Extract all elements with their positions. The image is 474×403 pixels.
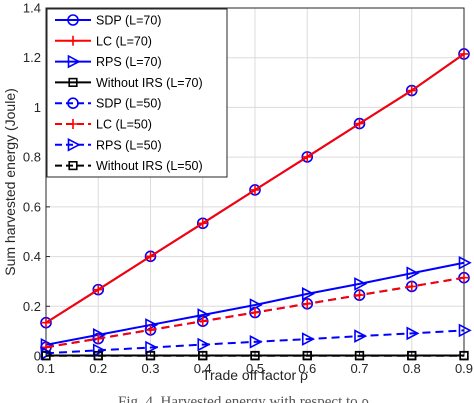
x-tick-label: 0.2 [89,361,107,376]
plus-marker [93,333,104,344]
plus-marker [302,151,313,162]
series-without-irs-l-50 [41,351,469,361]
plus-marker [145,251,156,262]
triangle-marker [406,326,420,341]
legend-label: LC (L=70) [96,34,152,48]
series-lc-l-50 [41,272,469,353]
plus-marker [68,35,78,46]
plus-marker [250,184,260,195]
plus-marker [459,272,469,283]
plus-marker [406,85,417,96]
y-tick-label: 0.6 [23,199,41,214]
plus-marker [459,48,469,59]
square-marker [68,161,78,171]
plus-marker [41,317,51,328]
triangle-marker [67,137,81,152]
square-marker [68,77,78,87]
triangle-marker [301,287,315,301]
triangle-marker [145,340,159,355]
legend-label: RPS (L=70) [96,55,162,69]
square-marker [93,351,103,361]
legend-label: LC (L=50) [96,118,152,132]
y-tick-label: 0.8 [23,150,41,165]
figure-caption: Fig. 4. Harvested energy with respect to… [118,394,369,403]
triangle-marker [354,329,368,343]
plus-marker [197,316,208,327]
square-marker [198,351,208,361]
square-marker [407,351,417,361]
triangle-marker [197,337,211,352]
plus-marker [68,119,78,129]
series-group [40,48,472,361]
y-tick-label: 1.4 [23,1,41,16]
triangle-marker [67,54,81,69]
legend-label: RPS (L=50) [96,138,162,152]
y-tick-label: 0.2 [23,299,41,314]
square-marker [354,351,365,361]
plus-marker [145,324,156,335]
square-marker [302,351,312,361]
x-axis-ticks: 0.1 0.2 0.3 0.4 0.5 0.6 0.7 0.8 0.9 [37,352,473,376]
square-marker [459,351,469,361]
triangle-marker [249,335,263,349]
legend-label: SDP (L=70) [96,14,161,28]
triangle-marker [458,255,472,270]
plus-marker [197,218,208,229]
series-lc-l-70 [41,48,469,328]
circle-marker [67,14,79,26]
plus-marker [302,298,313,309]
triangle-marker [92,343,106,358]
square-marker [250,351,260,361]
square-marker [145,351,156,361]
x-tick-label: 0.7 [350,361,368,376]
legend-label: SDP (L=50) [96,97,161,111]
y-tick-label: 1 [34,100,41,115]
plus-marker [93,284,104,295]
circle-marker [67,97,79,109]
x-axis-label: Trade off factor ρ [202,367,308,383]
x-tick-label: 0.3 [141,361,159,376]
plus-marker [406,281,417,292]
x-tick-label: 0.5 [246,361,264,376]
series-line [45,261,465,346]
y-axis-ticks: 0 0.2 0.4 0.6 0.8 1 1.2 1.4 [23,1,50,364]
x-tick-label: 0.1 [37,361,55,376]
x-tick-label: 0.4 [194,361,212,376]
series-line [45,329,465,355]
plus-marker [250,307,260,318]
plus-marker [354,118,365,129]
triangle-marker [301,332,315,346]
legend: SDP (L=70) LC (L=70) RPS (L=70) Without IRS… [46,8,228,178]
triangle-marker [458,323,472,338]
legend-label: Without IRS (L=50) [96,159,203,173]
plus-marker [354,290,365,301]
y-tick-label: 1.2 [23,50,41,65]
y-tick-label: 0.4 [23,249,41,264]
y-axis-label: Sum harvested energy (Joule) [2,88,18,276]
square-marker [41,351,51,361]
legend-label: Without IRS (L=70) [96,76,203,90]
legend-box [46,8,228,178]
x-tick-label: 0.9 [455,361,473,376]
triangle-marker [406,266,420,281]
x-tick-label: 0.6 [298,361,316,376]
triangle-marker [354,277,368,291]
x-tick-label: 0.8 [403,361,421,376]
y-tick-label: 0 [34,349,41,364]
